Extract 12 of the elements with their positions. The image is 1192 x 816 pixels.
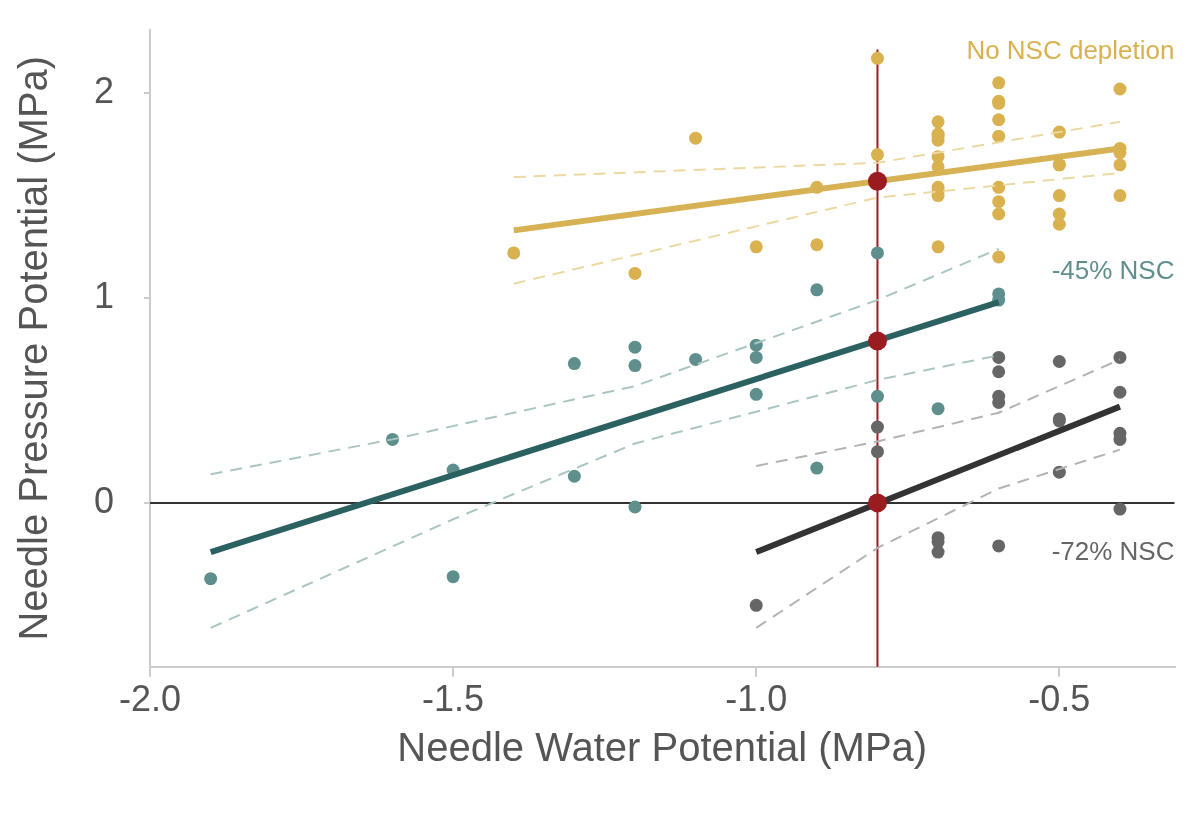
y-tick-label: 2 (93, 70, 115, 112)
y-tick-label: 1 (93, 274, 115, 316)
x-tick-label: -0.5 (1028, 678, 1091, 720)
series-label: -72% NSC (1051, 535, 1175, 566)
series-label: No NSC depletion (966, 35, 1175, 66)
x-tick-label: -1.0 (725, 678, 788, 720)
y-tick-label: 0 (93, 479, 115, 521)
series-label: -45% NSC (1051, 255, 1175, 286)
x-tick-label: -1.5 (422, 678, 485, 720)
y-axis-title: Needle Pressure Potential (MPa) (11, 55, 56, 641)
x-axis-title: Needle Water Potential (MPa) (397, 725, 928, 770)
x-tick-label: -2.0 (119, 678, 182, 720)
